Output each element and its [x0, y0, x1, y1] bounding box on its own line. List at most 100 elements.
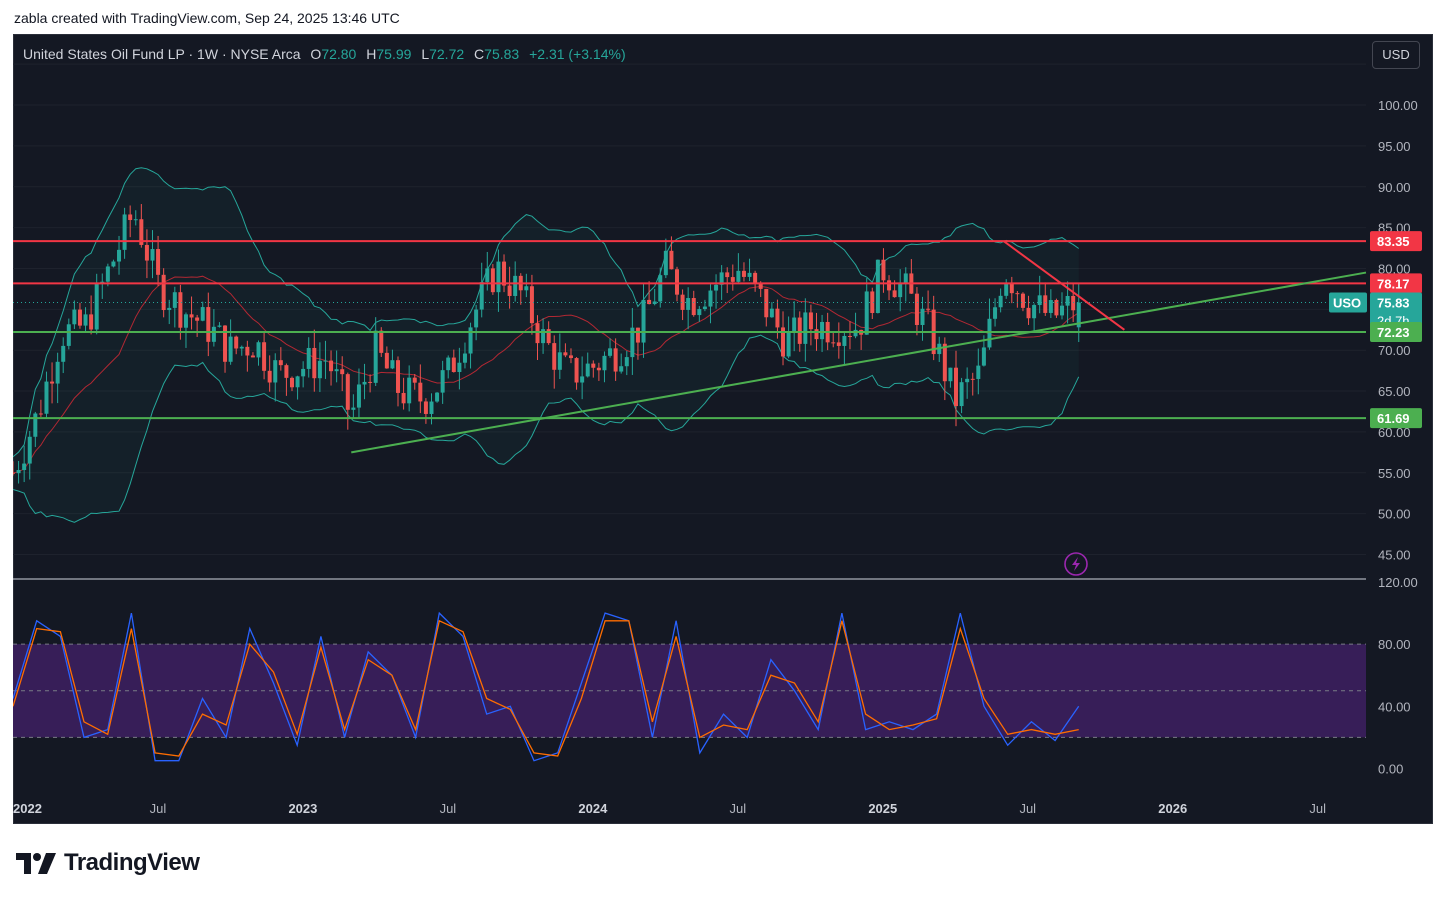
high-label: H: [366, 46, 377, 62]
candle-body: [156, 249, 161, 275]
candle-body: [479, 282, 484, 310]
candle-body: [624, 357, 629, 367]
time-tick-label: Jul: [1019, 801, 1036, 816]
candle-body: [195, 317, 200, 321]
candle-body: [641, 299, 646, 343]
candle-body: [987, 318, 992, 348]
price-grid: [13, 63, 1366, 555]
candle-body: [278, 360, 283, 366]
candle-body: [435, 392, 440, 402]
candle-body: [608, 348, 613, 356]
candle-body: [66, 324, 71, 346]
candle-body: [38, 413, 43, 415]
falling-resistance-trendline: [1002, 240, 1125, 331]
candle-body: [585, 363, 590, 377]
price-tick-label: 90.00: [1378, 180, 1411, 195]
candle-body: [89, 314, 94, 330]
candle-body: [13, 472, 15, 474]
time-tick-label: Jul: [150, 801, 167, 816]
candle-body: [887, 280, 892, 291]
stoch-k-line: [13, 611, 1080, 762]
candle-body: [630, 327, 635, 358]
osc-tick-label: 120.00: [1378, 575, 1418, 590]
candle-body: [267, 370, 272, 383]
candle-body: [1060, 305, 1065, 316]
candle-body: [1065, 295, 1070, 306]
price-tick-label: 80.00: [1378, 261, 1411, 276]
level-price-tag: [1370, 408, 1422, 429]
candle-body: [446, 357, 451, 371]
candle-body: [730, 277, 735, 282]
candle-body: [1026, 307, 1031, 319]
candle-body: [797, 317, 802, 344]
candle-body: [669, 250, 674, 270]
stoch-d-line: [13, 619, 1079, 757]
level-price-tag: [1370, 231, 1422, 252]
time-tick-label: 2025: [868, 801, 897, 816]
candle-body: [94, 283, 99, 330]
candle-body: [870, 291, 875, 313]
osc-tick-label: 40.00: [1378, 699, 1411, 714]
candle-body: [842, 335, 847, 346]
currency-button[interactable]: USD: [1372, 41, 1420, 69]
candle-body: [368, 381, 373, 383]
candle-body: [490, 268, 495, 293]
candle-body: [457, 362, 462, 373]
candle-body: [396, 360, 401, 393]
candle-body: [295, 376, 300, 388]
osc-tick-label: 0.00: [1378, 761, 1403, 776]
candle-body: [340, 369, 345, 375]
price-tick-label: 70.00: [1378, 343, 1411, 358]
candle-body: [1015, 293, 1020, 295]
candle-body: [814, 329, 819, 340]
candle-body: [111, 261, 116, 267]
time-axis: 2022 Jul 2023 Jul 2024 Jul 2025 Jul 2026 Jul: [13, 801, 1326, 816]
candle-body: [658, 275, 663, 302]
candle-body: [1004, 282, 1009, 296]
time-tick-label: Jul: [1309, 801, 1326, 816]
candle-body: [507, 285, 512, 296]
candle-body: [429, 401, 434, 414]
candle-body: [529, 286, 534, 324]
chart-canvas[interactable]: 105.00100.0095.0090.0085.0080.0075.0070.…: [13, 34, 1433, 824]
candle-body: [557, 352, 562, 370]
candle-body: [764, 288, 769, 318]
candle-body: [55, 361, 60, 384]
candle-body: [926, 308, 931, 310]
candle-body: [775, 308, 780, 328]
candle-body: [262, 342, 267, 371]
candle-body: [976, 365, 981, 379]
candle-body: [334, 369, 339, 372]
tradingview-logo[interactable]: TradingView: [16, 849, 200, 877]
candle-body: [965, 378, 970, 383]
candle-body: [686, 298, 691, 310]
level-price-tag: [1370, 321, 1422, 342]
band-fill: [13, 167, 1079, 523]
osc-tick-label: 80.00: [1378, 637, 1411, 652]
candle-body: [970, 378, 975, 380]
candle-body: [1020, 293, 1025, 308]
level-price-tag: [1370, 273, 1422, 294]
alert-icon[interactable]: [1064, 552, 1088, 576]
horizontal-levels: [13, 240, 1366, 420]
candle-body: [485, 268, 490, 283]
candle-body: [1032, 305, 1037, 319]
symbol-title[interactable]: United States Oil Fund LP · 1W · NYSE Ar…: [23, 46, 301, 62]
candle-body: [836, 342, 841, 346]
candle-body: [117, 249, 122, 262]
candle-body: [77, 309, 82, 326]
candle-body: [133, 219, 138, 221]
candle-body: [211, 326, 216, 342]
candle-body: [725, 272, 730, 278]
candle-body: [474, 309, 479, 328]
candle-body: [596, 367, 601, 371]
low-value: 72.72: [429, 46, 465, 62]
candle-body: [736, 270, 741, 282]
candle-body: [892, 290, 897, 298]
candle-body: [72, 309, 77, 325]
candle-body: [323, 360, 328, 362]
time-tick-label: 2026: [1158, 801, 1187, 816]
candle-body: [981, 347, 986, 366]
candle-body: [401, 392, 406, 404]
